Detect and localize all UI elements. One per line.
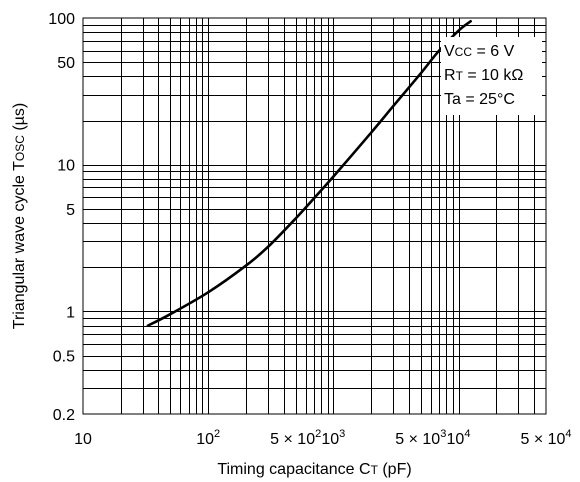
- x-tick-base: 5 × 10: [395, 431, 440, 448]
- x-axis-label: Timing capacitance CT (pF): [217, 461, 411, 478]
- y-tick-label: 0.2: [53, 407, 75, 424]
- x-tick-label: 104: [447, 428, 471, 448]
- x-tick-label: 5 × 103: [395, 428, 446, 448]
- y-axis-label-unit: (µs): [11, 103, 28, 135]
- x-tick-exponent: 2: [315, 428, 321, 440]
- x-axis-label-main: Timing capacitance C: [217, 461, 370, 478]
- condition-line: VCC = 6 V: [444, 43, 515, 60]
- x-tick-labels: 10 102 5 × 102 103 5 × 103 104 5 × 104: [74, 428, 571, 448]
- condition-line: Ta = 25°C: [444, 91, 515, 108]
- x-tick-base: 10: [74, 431, 92, 448]
- condition-line: RT = 10 kΩ: [444, 67, 523, 84]
- x-axis-label-unit: (pF): [378, 461, 412, 478]
- series-line-0: [146, 19, 472, 327]
- y-tick-label: 50: [57, 55, 75, 72]
- x-tick-label: 10: [74, 431, 92, 448]
- y-axis-label: Triangular wave cycle TOSC (µs): [11, 103, 28, 329]
- x-tick-base: 10: [321, 431, 339, 448]
- condition-value: = 6 V: [472, 43, 515, 60]
- curve-layer: [146, 19, 472, 327]
- y-tick-labels: 100 50 10 5 1 0.5 0.2: [48, 11, 75, 424]
- x-tick-exponent: 3: [440, 428, 446, 440]
- condition-symbol: R: [444, 67, 456, 84]
- condition-symbol: V: [444, 43, 455, 60]
- x-tick-base: 10: [447, 431, 465, 448]
- x-tick-exponent: 4: [464, 428, 470, 440]
- x-tick-exponent: 2: [214, 428, 220, 440]
- plot-frame: [82, 17, 547, 415]
- condition-subscript: T: [456, 69, 464, 83]
- x-tick-label: 5 × 104: [520, 428, 571, 448]
- condition-symbol: Ta: [444, 91, 461, 108]
- conditions-background: [441, 37, 542, 115]
- x-tick-label: 103: [321, 428, 345, 448]
- x-tick-base: 5 × 10: [270, 431, 315, 448]
- y-axis-label-sub: OSC: [13, 135, 27, 161]
- x-tick-exponent: 3: [339, 428, 345, 440]
- y-tick-label: 0.5: [53, 349, 75, 366]
- y-tick-label: 100: [48, 11, 75, 28]
- x-tick-label: 5 × 102: [270, 428, 321, 448]
- condition-subscript: CC: [455, 45, 473, 59]
- x-tick-label: 102: [196, 428, 220, 448]
- x-tick-exponent: 4: [565, 428, 571, 440]
- y-tick-label: 5: [66, 202, 75, 219]
- x-tick-base: 5 × 10: [520, 431, 565, 448]
- x-axis-label-sub: T: [371, 463, 379, 477]
- x-tick-base: 10: [196, 431, 214, 448]
- y-axis-label-main: Triangular wave cycle T: [11, 161, 28, 329]
- y-tick-label: 10: [57, 158, 75, 175]
- y-tick-label: 1: [66, 304, 75, 321]
- condition-value: = 25°C: [461, 91, 515, 108]
- condition-value: = 10 kΩ: [463, 67, 523, 84]
